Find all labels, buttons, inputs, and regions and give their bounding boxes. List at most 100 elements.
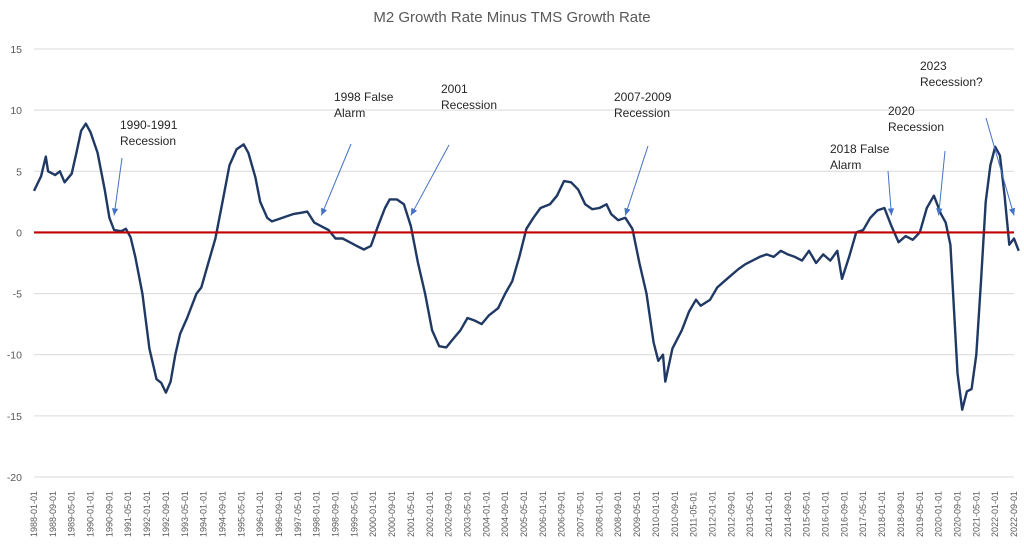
arrowhead-icon — [1009, 207, 1016, 216]
x-tick-label: 2020-09-01 — [952, 491, 962, 537]
x-tick-label: 1989-05-01 — [67, 491, 77, 537]
x-tick-label: 2016-01-01 — [821, 491, 831, 537]
annotation: 2001 Recession — [410, 82, 497, 216]
annotation-line: Recession? — [920, 75, 983, 89]
x-tick-label: 2003-05-01 — [462, 491, 472, 537]
annotation-arrow — [624, 145, 649, 216]
gridlines — [34, 48, 1014, 478]
y-tick-label: -5 — [13, 289, 22, 301]
x-tick-label: 1988-09-01 — [48, 491, 58, 537]
annotation-line: 2020 — [888, 104, 915, 118]
x-tick-label: 2014-01-01 — [764, 491, 774, 537]
x-tick-label: 1992-09-01 — [161, 491, 171, 537]
annotation: 2020 Recession — [888, 104, 946, 216]
annotation-arrow — [320, 143, 352, 216]
x-tick-label: 2005-05-01 — [519, 491, 529, 537]
y-tick-label: 10 — [10, 105, 22, 117]
x-tick-label: 2014-09-01 — [783, 491, 793, 537]
x-tick-label: 2006-09-01 — [557, 491, 567, 537]
x-axis-ticks: 1988-01-01 1988-09-01 1989-05-01 1990-01-01… — [29, 491, 1019, 537]
x-tick-label: 1990-01-01 — [86, 491, 96, 537]
x-tick-label: 2016-09-01 — [839, 491, 849, 537]
y-tick-label: 5 — [16, 166, 22, 178]
annotation-arrow — [113, 157, 123, 216]
x-tick-label: 2012-01-01 — [707, 491, 717, 537]
x-tick-label: 1994-01-01 — [199, 491, 209, 537]
x-tick-label: 1990-09-01 — [104, 491, 114, 537]
y-tick-label: -10 — [7, 350, 22, 362]
annotation-arrow — [985, 117, 1015, 216]
annotation-line: Recession — [888, 120, 944, 134]
x-tick-label: 2015-05-01 — [802, 491, 812, 537]
x-tick-label: 2022-09-01 — [1009, 491, 1019, 537]
x-tick-label: 1991-05-01 — [123, 491, 133, 537]
arrowhead-icon — [887, 208, 895, 216]
x-tick-label: 1998-01-01 — [312, 491, 322, 537]
x-tick-label: 2009-05-01 — [632, 491, 642, 537]
annotation-arrow — [410, 144, 450, 216]
chart-title: M2 Growth Rate Minus TMS Growth Rate — [373, 9, 650, 26]
annotation: 1998 False Alarm — [320, 90, 394, 216]
arrowhead-icon — [111, 208, 119, 216]
annotation-line: Alarm — [830, 158, 861, 172]
arrowhead-icon — [321, 207, 327, 216]
x-tick-label: 2008-01-01 — [594, 491, 604, 537]
annotation: 2018 False Alarm — [830, 142, 895, 216]
x-tick-label: 2019-05-01 — [915, 491, 925, 537]
x-tick-label: 2007-05-01 — [576, 491, 586, 537]
annotation-label: 2020 Recession — [888, 104, 944, 134]
x-tick-label: 2010-01-01 — [651, 491, 661, 537]
x-tick-label: 2013-05-01 — [745, 491, 755, 537]
x-tick-label: 1992-01-01 — [142, 491, 152, 537]
x-tick-label: 1996-01-01 — [255, 491, 265, 537]
x-tick-label: 1988-01-01 — [29, 491, 39, 537]
x-tick-label: 2004-01-01 — [481, 491, 491, 537]
x-tick-label: 2002-01-01 — [425, 491, 435, 537]
annotation-line: 1990-1991 — [120, 118, 178, 132]
annotation-line: 1998 False — [334, 90, 394, 104]
annotation-line: 2001 — [441, 82, 468, 96]
y-tick-label: 0 — [16, 227, 22, 239]
x-tick-label: 1994-09-01 — [217, 491, 227, 537]
annotations: 1990-1991 Recession 1998 False Alarm 2001 Rec… — [111, 59, 1016, 216]
arrowhead-icon — [410, 207, 418, 216]
x-tick-label: 2000-09-01 — [387, 491, 397, 537]
x-tick-label: 2001-05-01 — [406, 491, 416, 537]
x-tick-label: 2020-01-01 — [934, 491, 944, 537]
series-line — [32, 122, 1020, 411]
annotation-line: Recession — [441, 98, 497, 112]
annotation-label: 1990-1991 Recession — [120, 118, 178, 148]
x-tick-label: 1995-05-01 — [236, 491, 246, 537]
x-tick-label: 2021-05-01 — [971, 491, 981, 537]
annotation-arrow — [887, 170, 892, 216]
x-tick-label: 2006-01-01 — [538, 491, 548, 537]
annotation-line: Recession — [120, 134, 176, 148]
annotation-line: Alarm — [334, 106, 365, 120]
y-tick-label: -20 — [7, 472, 22, 484]
annotation-label: 2023 Recession? — [920, 59, 983, 89]
arrowhead-icon — [936, 208, 943, 216]
x-tick-label: 1998-09-01 — [331, 491, 341, 537]
annotation-line: 2018 False — [830, 142, 890, 156]
series-layer — [32, 122, 1020, 411]
x-tick-label: 1996-09-01 — [274, 491, 284, 537]
annotation-label: 1998 False Alarm — [334, 90, 394, 120]
y-tick-label: -15 — [7, 411, 22, 423]
annotation-label: 2001 Recession — [441, 82, 497, 112]
x-tick-label: 2004-09-01 — [500, 491, 510, 537]
x-tick-label: 2018-09-01 — [896, 491, 906, 537]
annotation-line: 2007-2009 — [614, 90, 672, 104]
x-tick-label: 2022-01-01 — [990, 491, 1000, 537]
x-tick-label: 2011-05-01 — [689, 492, 699, 537]
x-tick-label: 2012-09-01 — [726, 491, 736, 537]
x-tick-label: 2008-09-01 — [613, 491, 623, 537]
y-axis-ticks: -20 -15 -10 -5 0 5 10 15 — [7, 44, 22, 484]
annotation-line: Recession — [614, 106, 670, 120]
annotation: 1990-1991 Recession — [111, 118, 178, 216]
x-tick-label: 1999-05-01 — [349, 491, 359, 537]
annotation-line: 2023 — [920, 59, 947, 73]
annotation-label: 2018 False Alarm — [830, 142, 890, 172]
y-tick-label: 15 — [10, 44, 22, 56]
